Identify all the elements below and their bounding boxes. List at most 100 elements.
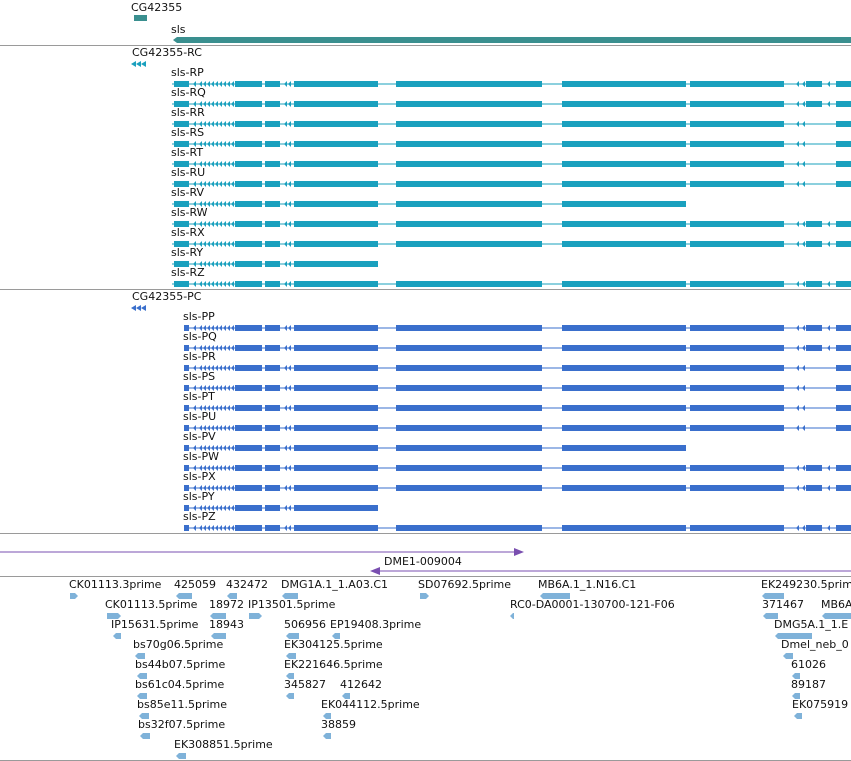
est-glyph[interactable] xyxy=(70,593,78,599)
est-glyph[interactable] xyxy=(775,633,812,639)
est-glyph[interactable] xyxy=(286,673,294,679)
est-glyph[interactable] xyxy=(323,713,331,719)
gene-symbol-glyph[interactable] xyxy=(134,15,147,21)
transcript-row[interactable] xyxy=(172,81,851,87)
est-label[interactable]: DMG1A.1_1.A03.C1 xyxy=(281,578,389,591)
transcript-label[interactable]: sls-RV xyxy=(171,186,205,199)
transcript-label[interactable]: sls-RZ xyxy=(171,266,205,279)
transcript-row[interactable] xyxy=(184,525,851,531)
est-label[interactable]: IP15631.5prime xyxy=(111,618,199,631)
est-label[interactable]: 371467 xyxy=(762,598,804,611)
group-pc-label[interactable]: CG42355-PC xyxy=(132,290,202,303)
transcript-row[interactable] xyxy=(172,121,851,127)
est-glyph[interactable] xyxy=(794,713,802,719)
est-glyph[interactable] xyxy=(323,733,331,739)
est-glyph[interactable] xyxy=(286,693,294,699)
est-label[interactable]: 425059 xyxy=(174,578,216,591)
est-label[interactable]: 432472 xyxy=(226,578,268,591)
est-label[interactable]: EK308851.5prime xyxy=(174,738,273,751)
est-glyph[interactable] xyxy=(540,593,570,599)
transcript-row[interactable] xyxy=(172,161,851,167)
transcript-row[interactable] xyxy=(184,405,851,411)
transcript-row[interactable] xyxy=(172,261,378,267)
est-glyph[interactable] xyxy=(763,613,778,619)
group-pc-glyph[interactable] xyxy=(131,305,136,311)
transcript-row[interactable] xyxy=(184,465,851,471)
est-glyph[interactable] xyxy=(286,633,299,639)
transcript-label[interactable]: sls-PR xyxy=(183,350,216,363)
transcript-label[interactable]: sls-RW xyxy=(171,206,208,219)
transcript-row[interactable] xyxy=(184,345,851,351)
group-rc-glyph[interactable] xyxy=(131,61,136,67)
scaffold-label[interactable]: DME1-009004 xyxy=(384,555,462,568)
transcript-row[interactable] xyxy=(172,181,851,187)
est-label[interactable]: 61026 xyxy=(791,658,826,671)
group-rc-glyph[interactable] xyxy=(136,61,141,67)
est-label[interactable]: MB6A xyxy=(821,598,851,611)
est-glyph[interactable] xyxy=(762,593,784,599)
transcript-row[interactable] xyxy=(172,201,686,207)
est-glyph[interactable] xyxy=(510,613,514,619)
est-label[interactable]: bs32f07.5prime xyxy=(138,718,226,731)
transcript-row[interactable] xyxy=(172,281,851,287)
est-label[interactable]: 345827 xyxy=(284,678,326,691)
est-label[interactable]: EK044112.5prime xyxy=(321,698,420,711)
est-label[interactable]: 506956 xyxy=(284,618,326,631)
est-glyph[interactable] xyxy=(107,613,121,619)
transcript-label[interactable]: sls-PU xyxy=(183,410,217,423)
est-label[interactable]: bs44b07.5prime xyxy=(135,658,226,671)
est-label[interactable]: bs70g06.5prime xyxy=(133,638,224,651)
group-pc-glyph[interactable] xyxy=(141,305,146,311)
est-glyph[interactable] xyxy=(135,653,145,659)
scaffold-arrow-2[interactable] xyxy=(370,567,380,575)
transcript-label[interactable]: sls-PX xyxy=(183,470,216,483)
transcript-label[interactable]: sls-PT xyxy=(183,390,215,403)
transcript-label[interactable]: sls-PW xyxy=(183,450,219,463)
est-label[interactable]: EK075919 xyxy=(792,698,849,711)
est-glyph[interactable] xyxy=(420,593,429,599)
est-label[interactable]: 38859 xyxy=(321,718,356,731)
transcript-label[interactable]: sls-PQ xyxy=(183,330,217,343)
est-glyph[interactable] xyxy=(282,593,298,599)
est-glyph[interactable] xyxy=(227,593,237,599)
transcript-row[interactable] xyxy=(184,425,851,431)
est-label[interactable]: SD07692.5prime xyxy=(418,578,511,591)
est-glyph[interactable] xyxy=(137,693,147,699)
est-glyph[interactable] xyxy=(113,633,121,639)
est-glyph[interactable] xyxy=(139,713,149,719)
transcript-label[interactable]: sls-RS xyxy=(171,126,205,139)
est-label[interactable]: RC0-DA0001-130700-121-F06 xyxy=(510,598,675,611)
group-pc-glyph[interactable] xyxy=(136,305,141,311)
transcript-row[interactable] xyxy=(184,445,686,451)
transcript-label[interactable]: sls-RY xyxy=(171,246,204,259)
transcript-label[interactable]: sls-RX xyxy=(171,226,205,239)
est-label[interactable]: Dmel_neb_0 xyxy=(781,638,849,651)
est-glyph[interactable] xyxy=(140,733,150,739)
est-label[interactable]: IP13501.5prime xyxy=(248,598,336,611)
est-glyph[interactable] xyxy=(332,633,340,639)
est-glyph[interactable] xyxy=(783,653,793,659)
transcript-row[interactable] xyxy=(184,485,851,491)
est-glyph[interactable] xyxy=(249,613,262,619)
group-rc-label[interactable]: CG42355-RC xyxy=(132,46,202,59)
est-label[interactable]: EK304125.5prime xyxy=(284,638,383,651)
est-label[interactable]: EK221646.5prime xyxy=(284,658,383,671)
transcript-row[interactable] xyxy=(172,221,851,227)
est-glyph[interactable] xyxy=(176,753,186,759)
transcript-row[interactable] xyxy=(184,505,378,511)
transcript-row[interactable] xyxy=(172,101,851,107)
transcript-row[interactable] xyxy=(172,141,851,147)
gene-symbol-label[interactable]: CG42355 xyxy=(131,1,183,14)
est-glyph[interactable] xyxy=(792,693,800,699)
est-glyph[interactable] xyxy=(137,673,147,679)
transcript-label[interactable]: sls-RT xyxy=(171,146,204,159)
est-label[interactable]: DMG5A.1_1.E xyxy=(774,618,849,631)
transcript-label[interactable]: sls-PP xyxy=(183,310,215,323)
est-label[interactable]: MB6A.1_1.N16.C1 xyxy=(538,578,637,591)
est-label[interactable]: bs85e11.5prime xyxy=(137,698,228,711)
est-glyph[interactable] xyxy=(210,613,226,619)
est-label[interactable]: bs61c04.5prime xyxy=(135,678,225,691)
transcript-label[interactable]: sls-RQ xyxy=(171,86,206,99)
transcript-label[interactable]: sls-RU xyxy=(171,166,206,179)
transcript-row[interactable] xyxy=(184,325,851,331)
